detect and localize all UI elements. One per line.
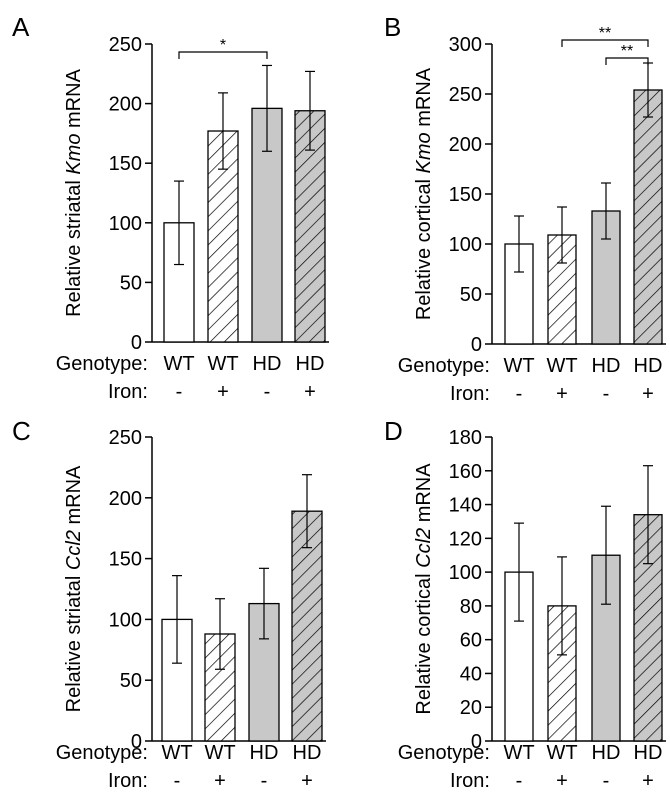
category-label: WT xyxy=(207,353,238,375)
y-tick-label: 0 xyxy=(131,332,142,354)
iron-label: - xyxy=(174,770,181,792)
category-label: WT xyxy=(546,742,577,764)
iron-label: + xyxy=(301,770,313,792)
y-tick-label: 150 xyxy=(449,184,482,206)
y-tick-label: 140 xyxy=(449,495,482,517)
significance-bracket xyxy=(178,51,268,59)
iron-label: + xyxy=(556,770,568,792)
category-label: HD xyxy=(253,353,282,375)
y-tick-label: 250 xyxy=(449,84,482,106)
significance-label: ** xyxy=(621,43,633,60)
y-tick-label: 50 xyxy=(120,272,142,294)
y-tick-label: 0 xyxy=(471,334,482,356)
y-axis-label: Relative cortical Kmo mRNA xyxy=(413,67,435,320)
y-tick-label: 180 xyxy=(449,427,482,449)
y-tick-label: 100 xyxy=(109,609,142,631)
y-tick-label: 60 xyxy=(460,630,482,652)
panel-letter: A xyxy=(12,12,30,42)
iron-label: - xyxy=(603,383,610,405)
y-tick-label: 150 xyxy=(109,549,142,571)
category-label: WT xyxy=(546,355,577,377)
y-tick-label: 50 xyxy=(460,284,482,306)
y-tick-label: 160 xyxy=(449,461,482,483)
iron-label: - xyxy=(516,383,523,405)
category-label: WT xyxy=(163,353,194,375)
category-label: WT xyxy=(503,742,534,764)
y-tick-label: 100 xyxy=(449,562,482,584)
iron-row-label: Iron: xyxy=(108,770,148,792)
y-tick-label: 200 xyxy=(449,134,482,156)
category-label: HD xyxy=(634,742,663,764)
y-tick-label: 20 xyxy=(460,697,482,719)
category-label: HD xyxy=(634,355,663,377)
category-label: WT xyxy=(204,742,235,764)
y-tick-label: 250 xyxy=(109,34,142,56)
panel-letter: C xyxy=(12,416,31,446)
chart-panel-d: D 0 20 40 60 80 100 120 140 160 180 Relative cortic… xyxy=(384,416,666,792)
y-tick-label: 50 xyxy=(120,670,142,692)
iron-label: + xyxy=(217,381,229,403)
iron-row-label: Iron: xyxy=(450,383,490,405)
iron-label: + xyxy=(304,381,316,403)
iron-label: + xyxy=(556,383,568,405)
bar xyxy=(633,514,663,742)
category-label: HD xyxy=(592,355,621,377)
panel-letter: B xyxy=(384,12,401,42)
bar xyxy=(251,107,283,343)
y-tick-label: 40 xyxy=(460,663,482,685)
significance-bracket xyxy=(561,39,649,47)
iron-label: - xyxy=(603,770,610,792)
significance-label: ** xyxy=(599,25,611,42)
category-label: HD xyxy=(592,742,621,764)
genotype-row-label: Genotype: xyxy=(56,742,148,764)
iron-label: - xyxy=(176,381,183,403)
chart-panel-b: B 0 50 100 150 200 250 300 Relative cortical Kmo… xyxy=(384,12,666,405)
iron-row-label: Iron: xyxy=(108,381,148,403)
genotype-row-label: Genotype: xyxy=(398,742,490,764)
y-tick-label: 120 xyxy=(449,528,482,550)
category-label: HD xyxy=(296,353,325,375)
y-tick-label: 200 xyxy=(109,94,142,116)
y-axis-label: Relative cortical Ccl2 mRNA xyxy=(413,463,435,715)
y-tick-label: 300 xyxy=(449,34,482,56)
category-label: WT xyxy=(503,355,534,377)
iron-row-label: Iron: xyxy=(450,770,490,792)
bar xyxy=(633,89,663,345)
genotype-row-label: Genotype: xyxy=(398,355,490,377)
y-tick-label: 0 xyxy=(471,731,482,753)
iron-label: + xyxy=(214,770,226,792)
chart-panel-c: C 0 50 100 150 200 250 Relative striatal Ccl2 m… xyxy=(12,416,326,792)
category-label: HD xyxy=(250,742,279,764)
y-axis-label: Relative striatal Kmo mRNA xyxy=(63,68,85,317)
y-tick-label: 200 xyxy=(109,488,142,510)
iron-label: + xyxy=(642,770,654,792)
iron-label: - xyxy=(261,770,268,792)
iron-label: - xyxy=(264,381,271,403)
y-tick-label: 80 xyxy=(460,596,482,618)
category-label: WT xyxy=(161,742,192,764)
significance-label: * xyxy=(220,37,226,54)
genotype-row-label: Genotype: xyxy=(56,353,148,375)
iron-label: + xyxy=(642,383,654,405)
y-tick-label: 150 xyxy=(109,153,142,175)
y-tick-label: 0 xyxy=(131,731,142,753)
significance-bracket xyxy=(605,57,649,65)
chart-panel-a: A 0 50 100 150 200 250 Relative striatal Kmo mR… xyxy=(12,12,329,403)
category-label: HD xyxy=(293,742,322,764)
y-tick-label: 100 xyxy=(449,234,482,256)
iron-label: - xyxy=(516,770,523,792)
y-tick-label: 100 xyxy=(109,213,142,235)
y-axis-label: Relative striatal Ccl2 mRNA xyxy=(63,465,85,712)
panel-letter: D xyxy=(384,416,403,446)
y-tick-label: 250 xyxy=(109,427,142,449)
